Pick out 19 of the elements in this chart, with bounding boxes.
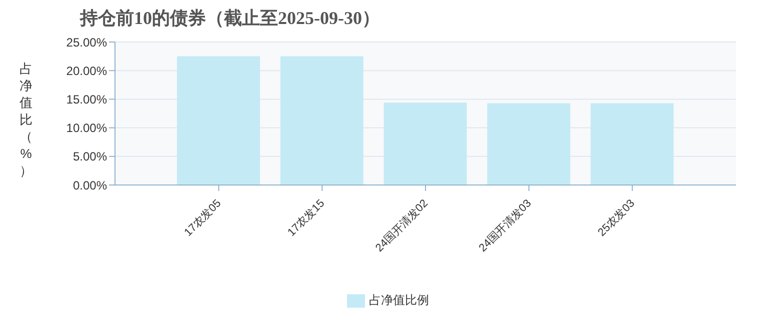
y-axis-title: 占净值比（%） [20, 61, 32, 178]
bar [177, 56, 260, 185]
chart-title: 持仓前10的债券（截止至2025-09-30） [80, 7, 380, 30]
y-tick-label: 25.00% [66, 35, 108, 50]
bar [384, 102, 467, 185]
y-tick-label: 15.00% [66, 92, 108, 106]
bar [280, 56, 364, 185]
bar [487, 103, 570, 185]
y-tick-label: 10.00% [66, 121, 108, 136]
x-tick-label: 17农发15 [286, 197, 328, 239]
x-tick-label: 25农发03 [596, 197, 638, 239]
x-tick-label: 17农发05 [182, 197, 224, 239]
y-tick-label: 5.00% [72, 150, 108, 164]
y-tick-label: 0.00% [72, 178, 108, 192]
x-tick-label: 24国开清发02 [372, 196, 430, 254]
y-tick-label: 20.00% [66, 64, 108, 78]
x-tick-label: 24国开清发03 [476, 196, 534, 254]
legend-label: 占净值比例 [369, 293, 429, 308]
bar [590, 103, 674, 185]
